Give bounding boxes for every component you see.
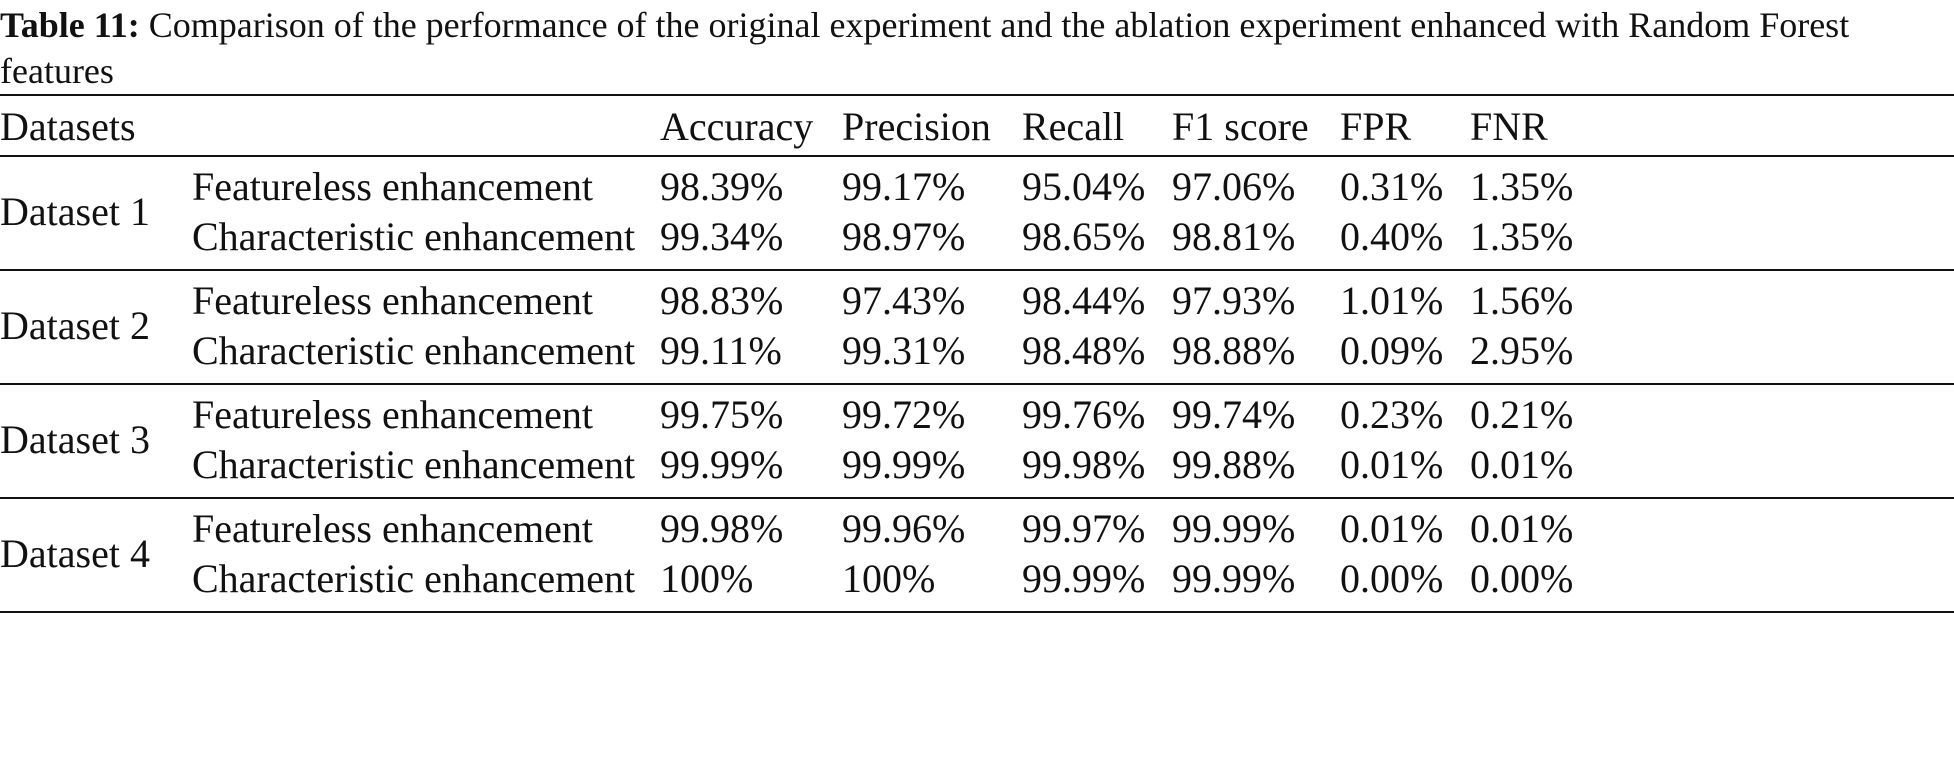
table-cell-value: 0.00% [1340, 556, 1444, 601]
dataset-label: Dataset 4 [0, 531, 150, 576]
method-label: Characteristic enhancement [192, 328, 636, 373]
table-cell-value: 98.83% [660, 278, 784, 323]
table-cell-value: 0.23% [1340, 392, 1444, 437]
table-cell-value: 99.31% [842, 328, 966, 373]
column-header: FPR [1340, 104, 1412, 149]
rule-bottom [0, 611, 1954, 613]
table-cell-value: 99.99% [842, 442, 966, 487]
table-caption-label: Table 11: [0, 5, 140, 45]
table-cell-value: 0.01% [1470, 442, 1574, 487]
table-cell-value: 99.99% [1022, 556, 1146, 601]
method-label: Featureless enhancement [192, 392, 593, 437]
rule-group-1 [0, 269, 1954, 271]
column-header: Accuracy [660, 104, 814, 149]
table-cell-value: 99.88% [1172, 442, 1296, 487]
table-cell-value: 98.44% [1022, 278, 1146, 323]
table-cell-value: 99.96% [842, 506, 966, 551]
table-cell-value: 0.21% [1470, 392, 1574, 437]
table-caption: Table 11: Comparison of the performance … [0, 2, 1950, 94]
column-header: Precision [842, 104, 991, 149]
table-cell-value: 99.75% [660, 392, 784, 437]
column-header: FNR [1470, 104, 1548, 149]
table-cell-value: 99.74% [1172, 392, 1296, 437]
table-cell-value: 99.98% [660, 506, 784, 551]
table-cell-value: 99.76% [1022, 392, 1146, 437]
table-cell-value: 97.06% [1172, 164, 1296, 209]
table-cell-value: 97.43% [842, 278, 966, 323]
method-label: Featureless enhancement [192, 164, 593, 209]
table-cell-value: 100% [660, 556, 754, 601]
table-cell-value: 99.11% [660, 328, 782, 373]
table-cell-value: 100% [842, 556, 936, 601]
method-label: Characteristic enhancement [192, 556, 636, 601]
table-cell-value: 99.99% [1172, 556, 1296, 601]
rule-top [0, 94, 1954, 96]
table-cell-value: 99.97% [1022, 506, 1146, 551]
column-header: Recall [1022, 104, 1125, 149]
dataset-label: Dataset 3 [0, 417, 150, 462]
table-cell-value: 99.34% [660, 214, 784, 259]
dataset-label: Dataset 2 [0, 303, 150, 348]
rule-group-2 [0, 383, 1954, 385]
table-cell-value: 1.35% [1470, 214, 1574, 259]
table-cell-value: 2.95% [1470, 328, 1574, 373]
table-cell-value: 0.01% [1340, 506, 1444, 551]
table-cell-value: 0.00% [1470, 556, 1574, 601]
rule-group-3 [0, 497, 1954, 499]
table-cell-value: 99.17% [842, 164, 966, 209]
table-cell-value: 0.31% [1340, 164, 1444, 209]
table-cell-value: 98.88% [1172, 328, 1296, 373]
method-label: Characteristic enhancement [192, 442, 636, 487]
table-cell-value: 99.72% [842, 392, 966, 437]
table-cell-value: 97.93% [1172, 278, 1296, 323]
table-cell-value: 98.97% [842, 214, 966, 259]
method-label: Featureless enhancement [192, 506, 593, 551]
table-cell-value: 99.98% [1022, 442, 1146, 487]
column-header: F1 score [1172, 104, 1309, 149]
table-cell-value: 1.56% [1470, 278, 1574, 323]
table-cell-value: 0.01% [1470, 506, 1574, 551]
column-header: Datasets [0, 104, 136, 149]
table-cell-value: 99.99% [660, 442, 784, 487]
table-cell-value: 98.48% [1022, 328, 1146, 373]
table-cell-value: 0.09% [1340, 328, 1444, 373]
table-cell-value: 0.40% [1340, 214, 1444, 259]
table-cell-value: 0.01% [1340, 442, 1444, 487]
method-label: Characteristic enhancement [192, 214, 636, 259]
table-cell-value: 98.81% [1172, 214, 1296, 259]
dataset-label: Dataset 1 [0, 189, 150, 234]
table-cell-value: 95.04% [1022, 164, 1146, 209]
table-cell-value: 99.99% [1172, 506, 1296, 551]
rule-header [0, 155, 1954, 157]
table-cell-value: 98.65% [1022, 214, 1146, 259]
table-cell-value: 98.39% [660, 164, 784, 209]
method-label: Featureless enhancement [192, 278, 593, 323]
table-cell-value: 1.35% [1470, 164, 1574, 209]
table-cell-value: 1.01% [1340, 278, 1444, 323]
table-caption-text: Comparison of the performance of the ori… [0, 5, 1850, 91]
